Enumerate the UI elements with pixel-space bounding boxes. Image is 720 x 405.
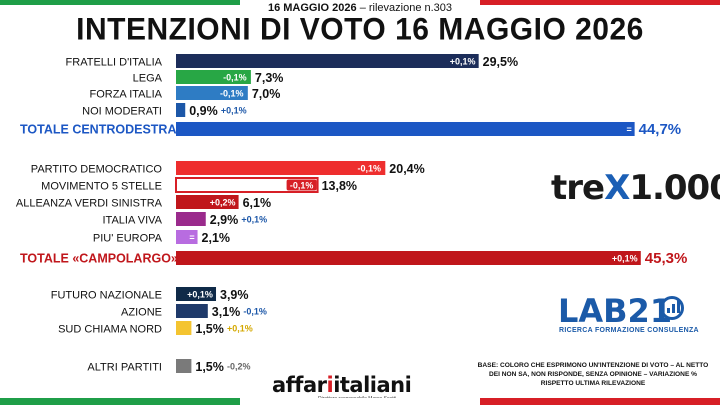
bar-label: PARTITO DEMOCRATICO <box>31 164 163 176</box>
change-label: -0,1% <box>290 181 314 191</box>
value-label: 2,1% <box>202 231 231 245</box>
change-label: -0,1% <box>358 164 382 174</box>
bar-label: LEGA <box>133 73 163 85</box>
bar-label: AZIONE <box>121 307 162 319</box>
change-label: = <box>189 233 194 243</box>
value-label: 1,5% <box>195 360 224 374</box>
bar-label: ITALIA VIVA <box>102 215 162 227</box>
change-label: +0,1% <box>221 106 247 116</box>
value-label: 6,1% <box>243 196 272 210</box>
change-label: = <box>626 125 631 135</box>
lab21-tagline: RICERCA FORMAZIONE CONSULENZA <box>559 327 699 334</box>
bar <box>176 230 198 244</box>
bar-label: FUTURO NAZIONALE <box>51 290 162 302</box>
value-label: 0,9% <box>189 104 218 118</box>
bar-label: MOVIMENTO 5 STELLE <box>41 181 162 193</box>
change-label: -0,2% <box>227 362 251 372</box>
bar-label: FORZA ITALIA <box>89 89 162 101</box>
methodology-note: BASE: COLORO CHE ESPRIMONO UN'INTENZIONE… <box>477 362 709 387</box>
bar <box>176 287 217 301</box>
change-label: +0,1% <box>227 324 253 334</box>
bar <box>176 212 206 226</box>
bar <box>176 161 386 175</box>
bar <box>176 86 248 100</box>
survey-number: – rilevazione n.303 <box>359 2 453 14</box>
bar-label: TOTALE «CAMPOLARGO» <box>20 252 178 266</box>
flag-stripe-top <box>0 0 720 5</box>
bar-label: PIU' EUROPA <box>93 233 163 245</box>
flag-stripe-bottom <box>0 398 720 405</box>
change-label: +0,2% <box>210 198 236 208</box>
change-label: +0,1% <box>612 254 638 264</box>
bar-label: FRATELLI D'ITALIA <box>66 57 163 69</box>
change-label: -0,1% <box>220 89 244 99</box>
value-label: 3,9% <box>220 288 249 302</box>
affaritaliani-logo: affariitaliani <box>272 373 412 397</box>
bar <box>176 251 641 265</box>
value-label: 2,9% <box>210 213 239 227</box>
lab21-logo: LAB21 <box>558 292 673 330</box>
change-label: +0,1% <box>241 215 267 225</box>
change-label: +0,1% <box>187 290 213 300</box>
change-label: -0,1% <box>223 73 247 83</box>
bar <box>176 122 635 136</box>
bar-label: TOTALE CENTRODESTRA <box>20 123 176 137</box>
bar <box>175 177 319 193</box>
bar <box>176 70 251 84</box>
value-label: 3,1% <box>212 305 241 319</box>
value-label: 1,5% <box>195 322 224 336</box>
bar <box>176 304 208 318</box>
value-label: 29,5% <box>483 55 518 69</box>
bar <box>176 359 192 373</box>
change-pill <box>286 179 317 191</box>
lab21-chart-icon <box>660 296 684 320</box>
value-label: 7,0% <box>252 87 281 101</box>
bar <box>176 103 186 117</box>
chart-title: INTENZIONI DI VOTO 16 MAGGIO 2026 <box>76 12 644 47</box>
value-label: 45,3% <box>645 250 688 267</box>
survey-date-line: 16 MAGGIO 2026 – rilevazione n.303 <box>0 2 720 14</box>
bar <box>176 54 479 68</box>
value-label: 13,8% <box>322 179 357 193</box>
change-label: +0,1% <box>450 57 476 67</box>
value-label: 44,7% <box>639 121 682 138</box>
change-label: -0,1% <box>243 307 267 317</box>
bar <box>176 195 239 209</box>
value-label: 7,3% <box>255 71 284 85</box>
bar-label: NOI MODERATI <box>82 106 162 118</box>
value-label: 20,4% <box>389 162 424 176</box>
bar <box>176 321 192 335</box>
trex-logo: treX1.000 <box>551 168 720 208</box>
bar-label: ALTRI PARTITI <box>87 362 162 374</box>
bar-label: SUD CHIAMA NORD <box>58 324 162 336</box>
bar-label: ALLEANZA VERDI SINISTRA <box>16 198 163 210</box>
survey-date: 16 MAGGIO 2026 <box>267 2 357 14</box>
